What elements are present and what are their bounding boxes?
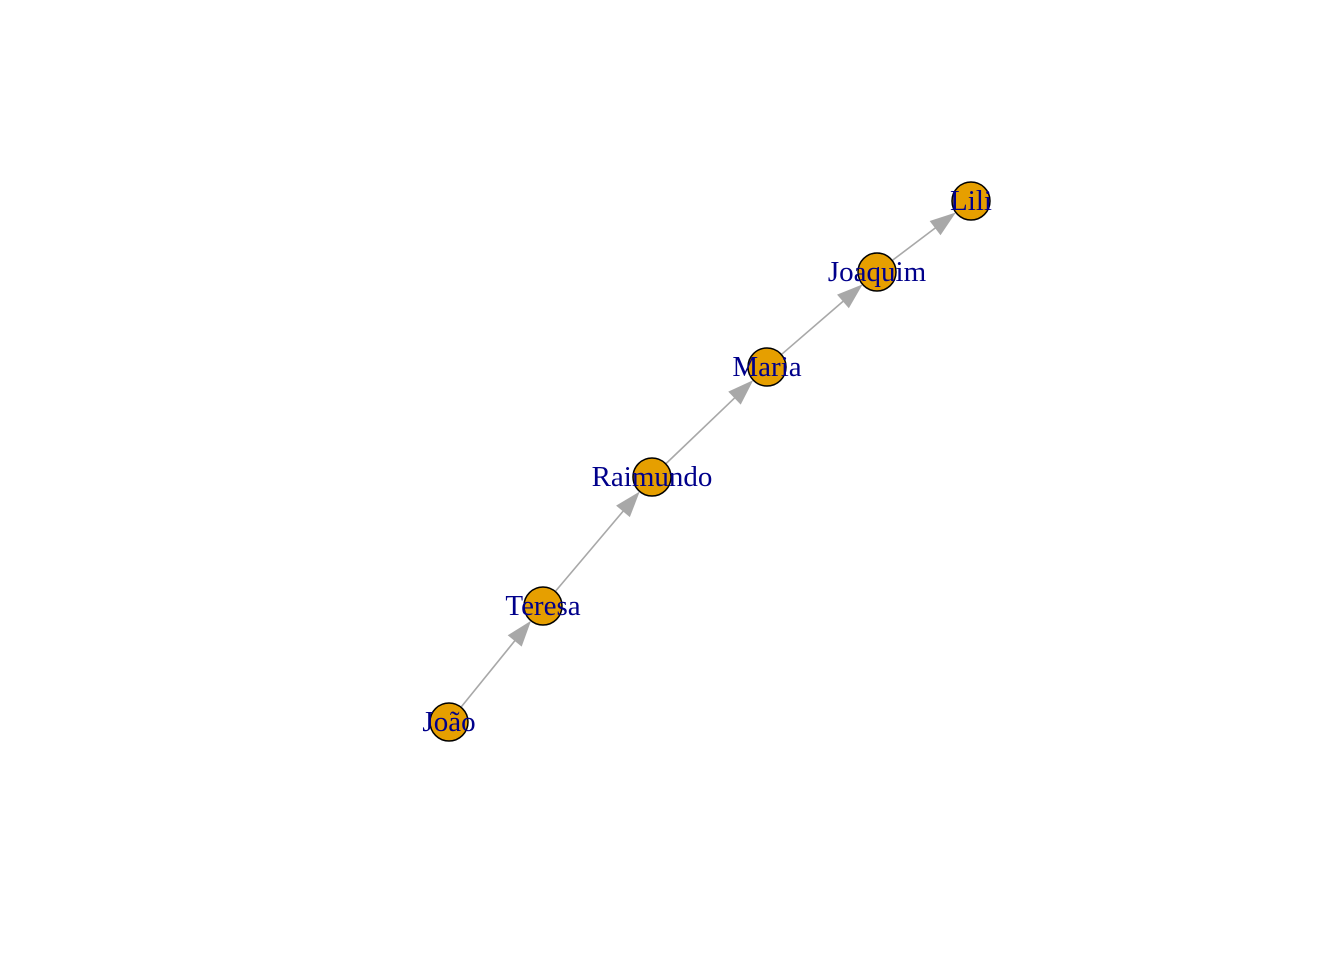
nodes-layer — [429, 181, 991, 742]
edge-joao-to-teresa — [460, 635, 520, 708]
edges-layer — [460, 212, 956, 708]
node-label-joaquim: Joaquim — [828, 256, 927, 288]
node-raimundo — [632, 457, 672, 497]
arrowhead-joaquim-to-lili — [929, 212, 956, 236]
node-joao — [429, 702, 469, 742]
node-maria — [747, 347, 787, 387]
edge-joaquim-to-lili — [891, 223, 941, 262]
edge-teresa-to-raimundo — [554, 506, 628, 593]
arrowhead-joao-to-teresa — [507, 620, 532, 647]
arrowhead-raimundo-to-maria — [728, 380, 754, 405]
node-lili — [951, 181, 991, 221]
node-label-raimundo: Raimundo — [592, 461, 713, 493]
labels-layer: João Teresa Raimundo Maria Joaquim Lili — [422, 185, 992, 738]
arrowhead-teresa-to-raimundo — [616, 491, 640, 518]
node-label-maria: Maria — [732, 351, 801, 383]
edge-raimundo-to-maria — [665, 393, 740, 465]
node-joaquim — [857, 252, 897, 292]
node-label-lili: Lili — [950, 185, 992, 217]
node-teresa — [523, 586, 563, 626]
node-label-joao: João — [422, 706, 475, 738]
edge-maria-to-joaquim — [780, 296, 849, 356]
arrowhead-maria-to-joaquim — [837, 284, 863, 309]
node-label-teresa: Teresa — [505, 590, 580, 622]
